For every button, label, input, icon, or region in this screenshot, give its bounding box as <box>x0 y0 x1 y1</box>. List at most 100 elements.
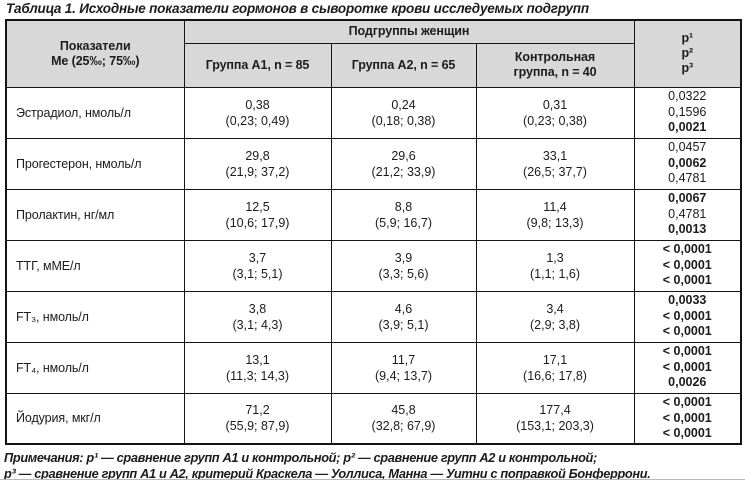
iqr-range: (11,3; 14,3) <box>225 368 289 383</box>
row-indicator: FT₃, нмоль/л <box>5 290 185 343</box>
p2-value: < 0,0001 <box>662 308 712 323</box>
iqr-range: (3,3; 5,6) <box>378 266 429 281</box>
p1-value: < 0,0001 <box>662 395 712 409</box>
cell-a1: 3,7 (3,1; 5,1) <box>183 239 332 292</box>
median-value: 177,4 <box>539 403 571 418</box>
cell-a1: 0,38 (0,23; 0,49) <box>183 86 332 139</box>
cell-control: 17,1 (16,6; 17,8) <box>475 341 635 394</box>
p3-value: 0,0013 <box>668 222 707 237</box>
table-row-progesterone: Прогестерон, нмоль/л 29,8 (21,9; 37,2) 29… <box>5 137 742 190</box>
iqr-range: (21,2; 33,9) <box>371 164 436 179</box>
median-value: 3,9 <box>394 250 413 265</box>
cell-a1: 71,2 (55,9; 87,9) <box>183 392 332 445</box>
row-indicator: Йодурия, мкг/л <box>5 392 185 445</box>
iqr-range: (9,4; 13,7) <box>375 368 432 383</box>
cell-p-values: < 0,0001 < 0,0001 < 0,0001 <box>633 239 742 292</box>
p1-value: 0,0457 <box>668 140 707 155</box>
cell-control: 0,31 (0,23; 0,38) <box>475 86 635 139</box>
header-p1: p¹ <box>681 31 694 46</box>
iqr-range: (3,9; 5,1) <box>378 317 429 332</box>
cell-a1: 3,8 (3,1; 4,3) <box>183 290 332 343</box>
iqr-range: (0,23; 0,49) <box>225 113 290 128</box>
cell-control: 177,4 (153,1; 203,3) <box>475 392 635 445</box>
cell-control: 3,4 (2,9; 3,8) <box>475 290 635 343</box>
median-value: 11,4 <box>543 199 567 214</box>
iqr-range: (5,9; 16,7) <box>375 215 432 230</box>
iqr-range: (21,9; 37,2) <box>225 164 290 179</box>
median-value: 29,6 <box>391 148 416 163</box>
iqr-range: (16,6; 17,8) <box>523 368 587 383</box>
p1-value: 0,0322 <box>668 89 707 104</box>
cell-a2: 8,8 (5,9; 16,7) <box>330 188 477 241</box>
header-indicator: Показатели Ме (25‰; 75‰) <box>5 19 185 88</box>
row-indicator: Прогестерон, нмоль/л <box>5 137 185 190</box>
row-indicator: Пролактин, нг/мл <box>5 188 185 241</box>
header-p3: p³ <box>681 61 694 76</box>
table-row-estradiol: Эстрадиол, нмоль/л 0,38 (0,23; 0,49) 0,24… <box>5 86 742 139</box>
median-value: 0,38 <box>245 97 270 112</box>
iqr-range: (10,6; 17,9) <box>225 215 290 230</box>
p2-value: < 0,0001 <box>662 410 712 425</box>
cell-p-values: < 0,0001 < 0,0001 0,0026 <box>633 341 742 394</box>
cell-a2: 45,8 (32,8; 67,9) <box>330 392 477 445</box>
p1-value: 0,0067 <box>668 191 707 206</box>
median-value: 3,4 <box>546 301 564 316</box>
p2-value: 0,4781 <box>668 206 707 221</box>
table-title: Таблица 1. Исходные показатели гормонов … <box>6 1 589 16</box>
p1-value: < 0,0001 <box>662 242 712 257</box>
table-row-ft4: FT₄, нмоль/л 13,1 (11,3; 14,3) 11,7 (9,4; … <box>5 341 742 394</box>
header-group-control: Контрольная группа, n = 40 <box>475 42 635 88</box>
cell-a1: 12,5 (10,6; 17,9) <box>183 188 332 241</box>
iqr-range: (32,8; 67,9) <box>371 419 436 434</box>
header-group-control-line2: группа, n = 40 <box>513 65 597 79</box>
iqr-range: (26,5; 37,7) <box>523 164 587 179</box>
median-value: 4,6 <box>394 301 413 316</box>
iqr-range: (3,1; 4,3) <box>232 317 283 332</box>
header-indicator-line2: Ме (25‰; 75‰) <box>51 53 140 68</box>
table-header: Показатели Ме (25‰; 75‰) Подгруппы женщи… <box>5 19 742 88</box>
row-indicator: Эстрадиол, нмоль/л <box>5 86 185 139</box>
table-row-ioduria: Йодурия, мкг/л 71,2 (55,9; 87,9) 45,8 (32,… <box>5 392 742 445</box>
cell-p-values: < 0,0001 < 0,0001 < 0,0001 <box>633 392 742 445</box>
p3-value: 0,0021 <box>668 120 707 135</box>
cell-control: 33,1 (26,5; 37,7) <box>475 137 635 190</box>
median-value: 8,8 <box>394 199 413 214</box>
table-row-prolactin: Пролактин, нг/мл 12,5 (10,6; 17,9) 8,8 (5,… <box>5 188 742 241</box>
cell-p-values: 0,0322 0,1596 0,0021 <box>633 86 742 139</box>
header-group-a1: Группа А1, n = 85 <box>183 42 332 88</box>
p3-value: < 0,0001 <box>662 273 712 288</box>
header-p2: p² <box>681 46 694 61</box>
iqr-range: (0,23; 0,38) <box>523 113 587 128</box>
median-value: 17,1 <box>542 352 568 367</box>
cell-p-values: 0,0033 < 0,0001 < 0,0001 <box>633 290 742 343</box>
p3-value: 0,4781 <box>668 171 707 186</box>
iqr-range: (3,1; 5,1) <box>232 266 283 281</box>
median-value: 12,5 <box>245 199 270 214</box>
footnote-line1: Примечания: p¹ — сравнение групп А1 и ко… <box>4 450 597 465</box>
cell-a2: 3,9 (3,3; 5,6) <box>330 239 477 292</box>
header-indicator-line1: Показатели <box>59 38 131 53</box>
median-value: 1,3 <box>546 250 564 265</box>
footnote-line2: p³ — сравнение групп А1 и А2, критерий К… <box>4 465 651 480</box>
table-row-ft3: FT₃, нмоль/л 3,8 (3,1; 4,3) 4,6 (3,9; 5,1)… <box>5 290 742 343</box>
cell-control: 1,3 (1,1; 1,6) <box>475 239 635 292</box>
median-value: 33,1 <box>542 148 568 163</box>
iqr-range: (55,9; 87,9) <box>225 419 290 434</box>
p2-value: < 0,0001 <box>662 257 712 272</box>
median-value: 0,31 <box>542 97 568 112</box>
p1-value: < 0,0001 <box>662 344 712 359</box>
p3-value: < 0,0001 <box>662 426 712 440</box>
iqr-range: (1,1; 1,6) <box>529 266 581 281</box>
row-indicator: FT₄, нмоль/л <box>5 341 185 394</box>
iqr-range: (153,1; 203,3) <box>516 419 594 434</box>
cell-p-values: 0,0457 0,0062 0,4781 <box>633 137 742 190</box>
cell-a1: 13,1 (11,3; 14,3) <box>183 341 332 394</box>
median-value: 45,8 <box>391 403 416 418</box>
median-value: 0,24 <box>391 97 416 112</box>
cell-a2: 0,24 (0,18; 0,38) <box>330 86 477 139</box>
hormones-table: Показатели Ме (25‰; 75‰) Подгруппы женщи… <box>5 19 743 445</box>
cell-control: 11,4 (9,8; 13,3) <box>475 188 635 241</box>
row-indicator: ТТГ, мМЕ/л <box>5 239 185 292</box>
header-group-a2: Группа А2, n = 65 <box>330 42 477 88</box>
